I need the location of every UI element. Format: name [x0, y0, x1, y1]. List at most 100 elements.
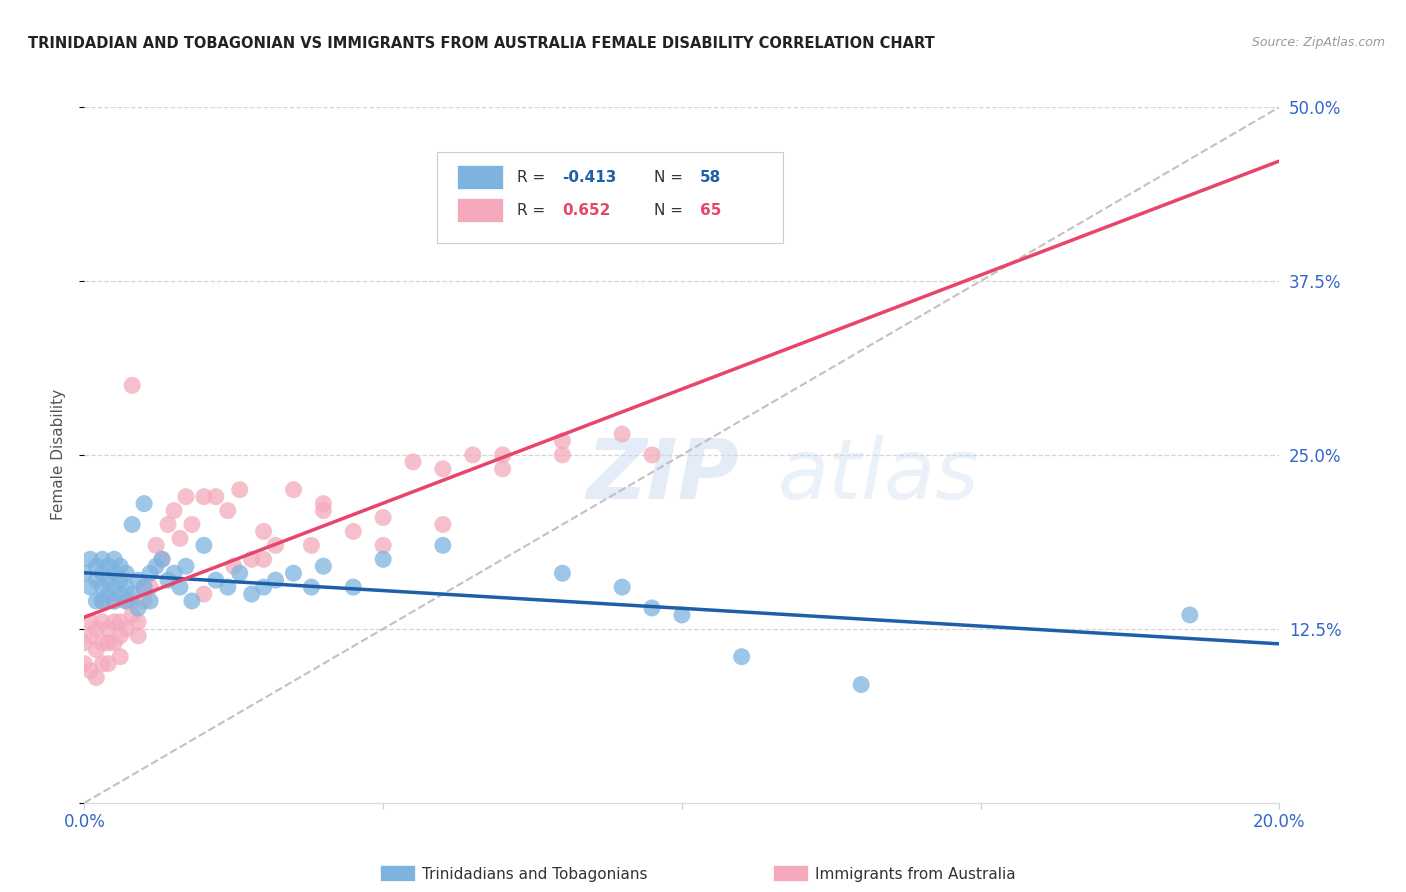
- Point: [73, 566, 96, 581]
- Point: [283, 566, 305, 581]
- Point: [240, 587, 263, 601]
- Point: [91, 566, 114, 581]
- Point: [181, 594, 204, 608]
- Point: [86, 671, 108, 685]
- Point: [91, 580, 114, 594]
- Y-axis label: Female Disability: Female Disability: [51, 389, 66, 521]
- Text: R =: R =: [517, 202, 555, 218]
- Point: [110, 615, 132, 629]
- Point: [492, 462, 515, 476]
- Point: [110, 559, 132, 574]
- Point: [373, 510, 395, 524]
- Point: [551, 434, 574, 448]
- Point: [103, 594, 125, 608]
- Point: [205, 490, 228, 504]
- Point: [253, 552, 276, 566]
- Point: [132, 580, 156, 594]
- Point: [110, 573, 132, 587]
- Point: [86, 622, 108, 636]
- Point: [174, 559, 197, 574]
- Point: [373, 552, 395, 566]
- Point: [461, 448, 484, 462]
- Point: [132, 497, 156, 511]
- Point: [127, 573, 149, 587]
- Point: [86, 559, 108, 574]
- Point: [193, 538, 215, 552]
- Point: [342, 524, 364, 539]
- FancyBboxPatch shape: [437, 153, 783, 243]
- Text: atlas: atlas: [778, 435, 979, 516]
- Point: [228, 566, 252, 581]
- Point: [127, 615, 149, 629]
- Point: [169, 532, 191, 546]
- Point: [79, 664, 101, 678]
- Point: [373, 538, 395, 552]
- Point: [103, 552, 125, 566]
- Point: [110, 629, 132, 643]
- Point: [91, 657, 114, 671]
- Text: R =: R =: [517, 169, 550, 185]
- Point: [217, 503, 239, 517]
- Point: [115, 622, 138, 636]
- Point: [312, 559, 335, 574]
- Text: Immigrants from Australia: Immigrants from Australia: [815, 867, 1017, 881]
- Point: [97, 559, 120, 574]
- Point: [79, 580, 101, 594]
- Text: TRINIDADIAN AND TOBAGONIAN VS IMMIGRANTS FROM AUSTRALIA FEMALE DISABILITY CORREL: TRINIDADIAN AND TOBAGONIAN VS IMMIGRANTS…: [28, 36, 935, 51]
- FancyBboxPatch shape: [457, 166, 503, 189]
- Point: [264, 573, 287, 587]
- Point: [228, 483, 252, 497]
- Point: [342, 580, 364, 594]
- Point: [115, 594, 138, 608]
- Text: N =: N =: [654, 169, 689, 185]
- Point: [91, 615, 114, 629]
- Point: [73, 636, 96, 650]
- Point: [127, 629, 149, 643]
- Point: [79, 552, 101, 566]
- Point: [115, 594, 138, 608]
- Point: [163, 566, 186, 581]
- Point: [312, 503, 335, 517]
- Point: [97, 587, 120, 601]
- Point: [139, 594, 162, 608]
- Point: [169, 580, 191, 594]
- Point: [91, 552, 114, 566]
- Point: [174, 490, 197, 504]
- Point: [253, 524, 276, 539]
- Point: [121, 517, 143, 532]
- Point: [79, 615, 101, 629]
- Point: [641, 601, 664, 615]
- Point: [1178, 607, 1201, 622]
- Point: [86, 642, 108, 657]
- Text: N =: N =: [654, 202, 689, 218]
- Point: [671, 607, 693, 622]
- Point: [103, 594, 125, 608]
- Point: [110, 649, 132, 664]
- Point: [193, 490, 215, 504]
- Point: [91, 594, 114, 608]
- Point: [612, 580, 634, 594]
- Point: [402, 455, 425, 469]
- Point: [492, 448, 515, 462]
- Point: [139, 580, 162, 594]
- Point: [432, 538, 454, 552]
- Text: -0.413: -0.413: [562, 169, 617, 185]
- Point: [145, 559, 167, 574]
- Point: [121, 378, 143, 392]
- Point: [97, 636, 120, 650]
- Point: [283, 483, 305, 497]
- Point: [150, 552, 173, 566]
- Point: [132, 594, 156, 608]
- Point: [139, 566, 162, 581]
- Text: ZIP: ZIP: [586, 435, 740, 516]
- Point: [612, 427, 634, 442]
- Point: [121, 594, 143, 608]
- Point: [181, 517, 204, 532]
- Point: [157, 573, 180, 587]
- Text: 0.652: 0.652: [562, 202, 610, 218]
- Point: [127, 601, 149, 615]
- Point: [97, 573, 120, 587]
- Point: [86, 573, 108, 587]
- Point: [432, 517, 454, 532]
- Point: [205, 573, 228, 587]
